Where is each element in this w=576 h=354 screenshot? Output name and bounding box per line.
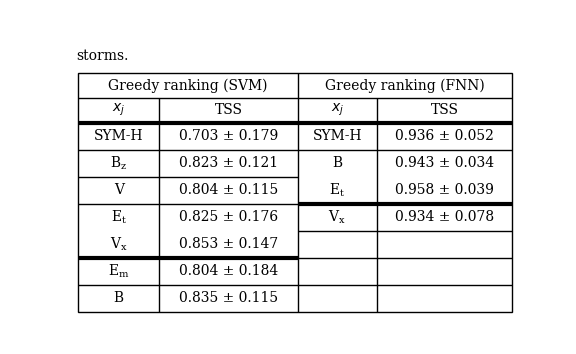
Text: Greedy ranking (SVM): Greedy ranking (SVM) (108, 78, 268, 93)
Text: 0.853 ± 0.147: 0.853 ± 0.147 (179, 237, 278, 251)
Text: 0.825 ± 0.176: 0.825 ± 0.176 (179, 210, 278, 224)
Text: $x_j$: $x_j$ (112, 102, 126, 118)
Text: 0.804 ± 0.184: 0.804 ± 0.184 (179, 264, 278, 278)
Text: 0.703 ± 0.179: 0.703 ± 0.179 (179, 129, 278, 143)
Bar (78, 73, 512, 312)
Text: 0.958 ± 0.039: 0.958 ± 0.039 (395, 183, 494, 197)
Text: V$_\mathregular{x}$: V$_\mathregular{x}$ (110, 236, 128, 253)
Text: TSS: TSS (214, 103, 242, 117)
Text: $x_j$: $x_j$ (331, 102, 344, 118)
Text: B: B (113, 291, 124, 306)
Text: 0.823 ± 0.121: 0.823 ± 0.121 (179, 156, 278, 170)
Text: B: B (332, 156, 342, 170)
Text: SYM-H: SYM-H (313, 129, 362, 143)
Text: storms.: storms. (76, 48, 128, 63)
Text: 0.936 ± 0.052: 0.936 ± 0.052 (395, 129, 494, 143)
Text: E$_\mathregular{t}$: E$_\mathregular{t}$ (111, 209, 127, 226)
Text: B$_\mathregular{z}$: B$_\mathregular{z}$ (110, 154, 127, 172)
Text: 0.835 ± 0.115: 0.835 ± 0.115 (179, 291, 278, 306)
Text: E$_\mathregular{m}$: E$_\mathregular{m}$ (108, 263, 130, 280)
Text: TSS: TSS (431, 103, 458, 117)
Text: V: V (114, 183, 124, 197)
Text: E$_\mathregular{t}$: E$_\mathregular{t}$ (329, 182, 345, 199)
Text: 0.804 ± 0.115: 0.804 ± 0.115 (179, 183, 278, 197)
Text: Greedy ranking (FNN): Greedy ranking (FNN) (325, 78, 485, 93)
Text: 0.934 ± 0.078: 0.934 ± 0.078 (395, 210, 494, 224)
Text: 0.943 ± 0.034: 0.943 ± 0.034 (395, 156, 494, 170)
Text: V$_\mathregular{x}$: V$_\mathregular{x}$ (328, 209, 346, 226)
Text: SYM-H: SYM-H (94, 129, 143, 143)
